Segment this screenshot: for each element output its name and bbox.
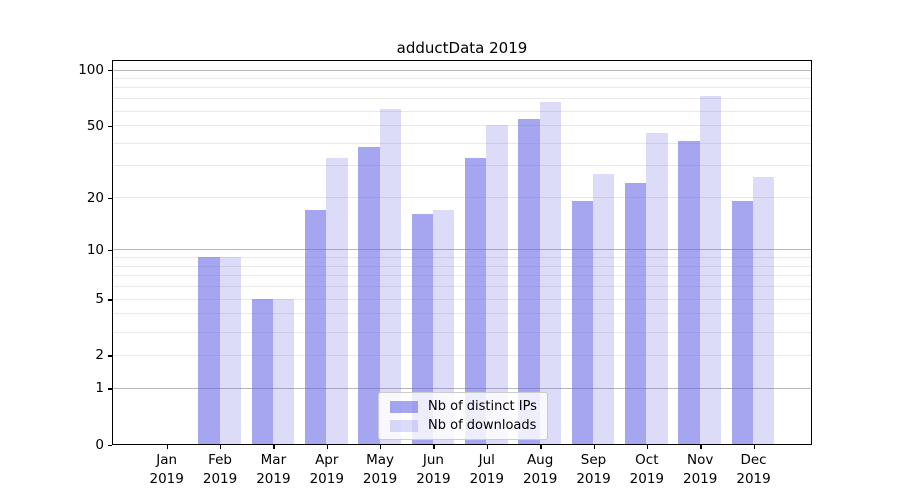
x-tick [540, 444, 542, 449]
gridline-minor [113, 98, 811, 100]
y-tick-label-10: 10 [86, 241, 104, 258]
gridline-minor [113, 110, 811, 112]
y-tick-label-50: 50 [86, 117, 104, 134]
bar-jun-downloads [432, 209, 455, 444]
gridline-minor [113, 125, 811, 127]
bar-may-downloads [379, 109, 401, 444]
x-tick [646, 444, 649, 449]
legend-swatch-distinct-ips [390, 400, 418, 413]
gridline-minor [113, 165, 811, 167]
x-tick-label-feb: Feb 2019 [202, 452, 238, 487]
x-tick [220, 444, 222, 449]
legend-label-downloads: Nb of downloads [428, 418, 537, 433]
x-tick [753, 444, 755, 449]
bar-oct-distinct-ips [625, 182, 647, 444]
bar-mar-distinct-ips [251, 298, 273, 444]
x-tick [700, 444, 702, 449]
bar-jun-distinct-ips [411, 214, 433, 444]
x-tick-label-sep: Sep 2019 [576, 452, 611, 487]
y-tick-label-2: 2 [95, 347, 104, 364]
x-tick [593, 444, 595, 449]
y-tick [108, 125, 112, 127]
x-tick-label-jan: Jan 2019 [149, 452, 184, 487]
bar-apr-distinct-ips [304, 209, 327, 444]
bar-sep-distinct-ips [571, 200, 593, 444]
x-tick-label-nov: Nov 2019 [683, 452, 718, 487]
gridline-major [113, 69, 811, 71]
gridline-minor [113, 265, 811, 267]
legend: Nb of distinct IPs Nb of downloads [378, 392, 548, 440]
legend-entry-distinct-ips: Nb of distinct IPs [390, 399, 537, 414]
bar-feb-downloads [219, 257, 241, 444]
gridline-minor [113, 142, 811, 144]
gridline-minor [113, 286, 811, 288]
x-tick-label-aug: Aug 2019 [522, 452, 558, 487]
gridline-minor [113, 354, 811, 356]
legend-swatch-downloads [390, 419, 418, 432]
bar-jul-downloads [486, 125, 508, 444]
x-tick [433, 444, 435, 449]
legend-label-distinct-ips: Nb of distinct IPs [428, 399, 537, 414]
gridline-minor [113, 197, 811, 198]
y-tick-label-100: 100 [78, 62, 104, 79]
bar-feb-distinct-ips [198, 257, 220, 444]
gridline-minor [113, 257, 811, 259]
gridline-major [113, 387, 811, 389]
plot-area [112, 60, 812, 445]
y-tick [108, 249, 112, 252]
y-tick-label-20: 20 [86, 189, 104, 206]
bar-sep-downloads [593, 173, 615, 444]
y-tick [108, 444, 112, 446]
y-tick-label-1: 1 [95, 380, 104, 397]
y-tick-label-5: 5 [95, 291, 104, 308]
bar-jul-distinct-ips [464, 157, 487, 444]
legend-entry-downloads: Nb of downloads [390, 418, 537, 433]
y-tick [108, 197, 112, 199]
bar-apr-downloads [326, 157, 348, 444]
bar-oct-downloads [646, 133, 668, 444]
y-tick [108, 388, 112, 390]
x-tick-label-may: May 2019 [362, 452, 398, 487]
y-tick [108, 70, 112, 72]
gridline-minor [113, 275, 811, 277]
x-tick [273, 444, 275, 449]
x-tick-label-dec: Dec 2019 [736, 452, 771, 487]
bar-may-distinct-ips [358, 146, 380, 444]
y-tick [108, 355, 112, 357]
chart-title: adductData 2019 [396, 39, 528, 57]
gridline-major [113, 249, 811, 251]
x-tick [166, 444, 169, 449]
gridline-minor [113, 313, 811, 315]
x-tick-label-mar: Mar 2019 [256, 452, 291, 487]
y-tick [108, 299, 112, 301]
gridline-minor [113, 331, 811, 333]
x-tick [380, 444, 382, 449]
x-tick-label-apr: Apr 2019 [309, 452, 344, 487]
bar-mar-downloads [272, 298, 295, 444]
bar-dec-downloads [753, 176, 775, 444]
bar-nov-distinct-ips [678, 140, 700, 444]
x-tick-label-jul: Jul 2019 [469, 452, 504, 487]
bar-dec-distinct-ips [731, 200, 754, 444]
gridline-minor [113, 298, 811, 300]
bar-nov-downloads [699, 95, 722, 444]
gridline-minor [113, 78, 811, 80]
x-tick-label-jun: Jun 2019 [416, 452, 451, 487]
x-tick [326, 444, 329, 449]
x-tick [486, 444, 489, 449]
bar-aug-downloads [539, 101, 561, 444]
x-tick-label-oct: Oct 2019 [629, 452, 665, 487]
bar-aug-distinct-ips [518, 118, 540, 444]
gridline-minor [113, 87, 811, 89]
y-tick-label-0: 0 [95, 436, 104, 453]
